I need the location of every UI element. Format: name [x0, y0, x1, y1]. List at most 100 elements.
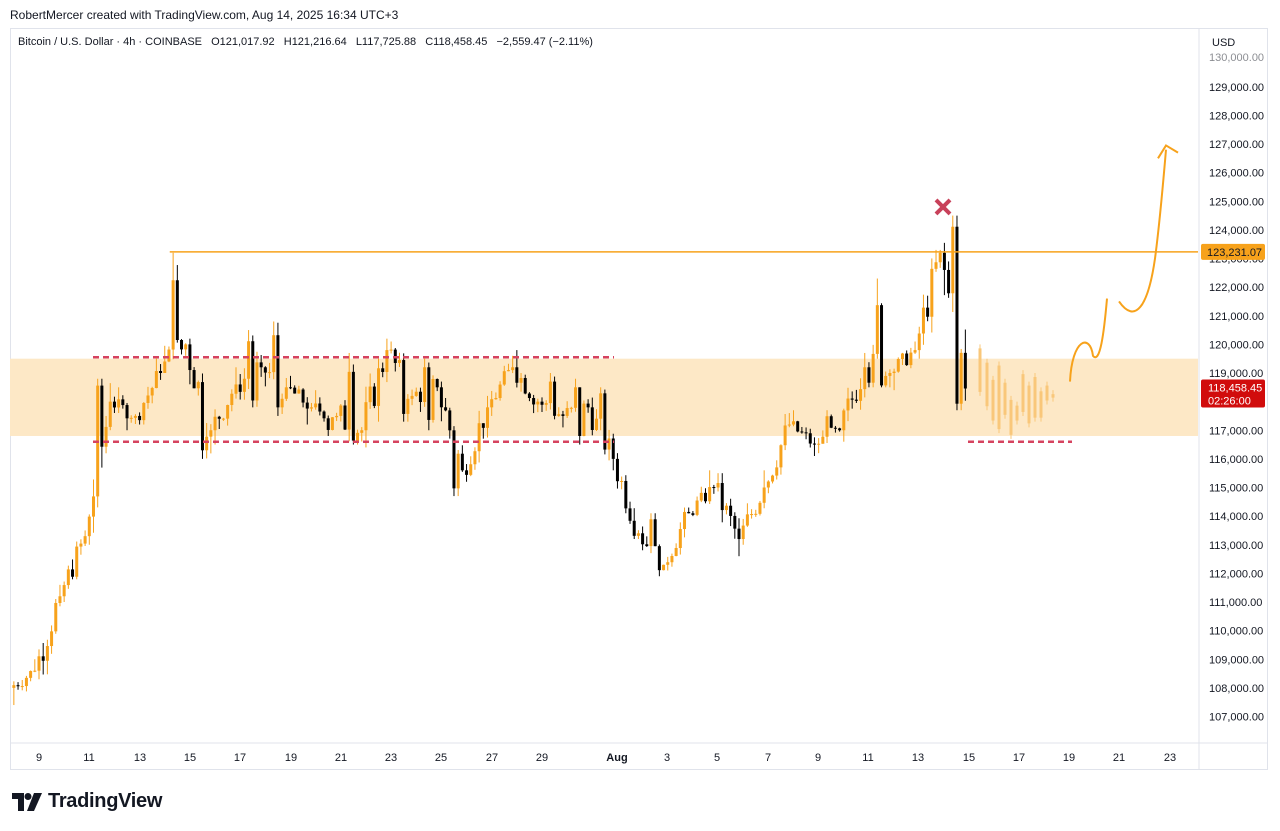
x-tick-label: 9 — [36, 752, 42, 764]
candle-body — [402, 360, 406, 414]
y-tick-label: 128,000.00 — [1209, 110, 1264, 122]
candle-body — [481, 423, 485, 428]
y-tick-label: 116,000.00 — [1209, 454, 1263, 466]
projection-ghost-bar — [1051, 394, 1055, 398]
candle-body — [615, 458, 619, 482]
candle-body — [62, 585, 66, 597]
candle-body — [150, 388, 154, 396]
candle-body — [360, 430, 364, 433]
x-tick-label: 13 — [912, 752, 924, 764]
candle-body — [737, 528, 741, 540]
candle-body — [888, 373, 892, 376]
candle-body — [955, 226, 959, 404]
candle-body — [167, 349, 171, 362]
y-tick-label: 115,000.00 — [1209, 483, 1263, 495]
candle-body — [636, 533, 640, 536]
candle-body — [100, 385, 104, 447]
projection-ghost-bar — [1009, 399, 1013, 435]
candle-body — [377, 368, 381, 406]
x-tick-label: 17 — [1013, 752, 1025, 764]
projection-ghost-bar — [1021, 374, 1025, 412]
y-tick-label: 110,000.00 — [1209, 626, 1263, 638]
candle-body — [921, 307, 925, 334]
candle-body — [24, 677, 28, 687]
candle-body — [829, 416, 833, 428]
y-tick-label: 111,000.00 — [1209, 597, 1262, 609]
candle-body — [154, 371, 158, 389]
candle-body — [456, 453, 460, 489]
tradingview-logo[interactable]: TradingView — [12, 790, 162, 813]
candle-body — [515, 367, 519, 383]
candle-body — [448, 410, 452, 431]
x-tick-label: 15 — [184, 752, 196, 764]
candle-body — [683, 511, 687, 530]
candle-body — [842, 410, 846, 431]
candle-body — [859, 389, 863, 401]
candle-body — [226, 405, 230, 419]
candle-body — [356, 432, 360, 441]
x-tick-label: 15 — [963, 752, 975, 764]
candle-body — [188, 344, 192, 371]
x-tick-label: 27 — [486, 752, 498, 764]
y-tick-label: 108,000.00 — [1209, 683, 1264, 695]
candle-body — [209, 430, 213, 437]
candle-body — [347, 371, 351, 430]
candle-body — [766, 481, 770, 488]
candle-body — [938, 252, 942, 263]
chart-credit: RobertMercer created with TradingView.co… — [10, 8, 399, 22]
candle-body — [578, 387, 582, 436]
candle-body — [892, 371, 896, 373]
candle-body — [536, 401, 540, 405]
candle-body — [632, 520, 636, 536]
candle-body — [959, 352, 963, 404]
y-tick-label: 127,000.00 — [1209, 139, 1264, 151]
x-tick-label: 23 — [385, 752, 397, 764]
candle-body — [875, 305, 879, 354]
candle-body — [754, 513, 758, 515]
candle-body — [318, 403, 322, 412]
candle-body — [712, 487, 716, 489]
projection-ghost-bar — [1027, 385, 1031, 424]
candle-body — [205, 436, 209, 451]
candle-body — [272, 335, 276, 373]
change-value: −2,559.47 (−2.11%) — [496, 36, 593, 48]
candle-body — [397, 360, 401, 363]
candle-body — [586, 403, 590, 408]
candle-body — [465, 470, 469, 475]
candle-body — [276, 335, 280, 408]
candle-body — [511, 367, 515, 371]
candle-countdown-label: 02:26:00 — [1208, 396, 1251, 408]
candle-body — [590, 407, 594, 430]
y-tick-label: 125,000.00 — [1209, 196, 1264, 208]
candle-body — [641, 533, 645, 545]
candle-body — [351, 371, 355, 441]
candle-body — [649, 519, 653, 547]
y-tick-label: 121,000.00 — [1209, 311, 1264, 323]
candle-body — [314, 403, 318, 408]
x-tick-label: 19 — [285, 752, 297, 764]
ohlc-legend: Bitcoin / U.S. Dollar · 4h · COINBASE O1… — [18, 36, 599, 48]
candle-body — [83, 536, 87, 544]
candle-body — [142, 402, 146, 421]
candle-body — [452, 430, 456, 489]
x-tick-label: Aug — [606, 752, 627, 764]
y-tick-label: 114,000.00 — [1209, 511, 1263, 523]
candle-body — [12, 685, 16, 688]
candle-body — [913, 350, 917, 353]
candle-body — [863, 367, 867, 390]
candle-body — [129, 417, 133, 419]
last-price-tag — [1201, 379, 1265, 408]
candle-body — [305, 402, 309, 409]
candle-body — [846, 398, 850, 411]
candle-body — [196, 382, 200, 389]
y-tick-label: 113,000.00 — [1209, 540, 1263, 552]
currency-label[interactable]: USD — [1212, 37, 1236, 49]
candle-body — [867, 367, 871, 383]
candle-body — [687, 511, 691, 514]
candle-body — [695, 500, 699, 515]
last-price-label: 118,458.45 — [1208, 383, 1262, 395]
candle-body — [670, 556, 674, 563]
candle-body — [900, 353, 904, 359]
candle-body — [808, 433, 812, 444]
